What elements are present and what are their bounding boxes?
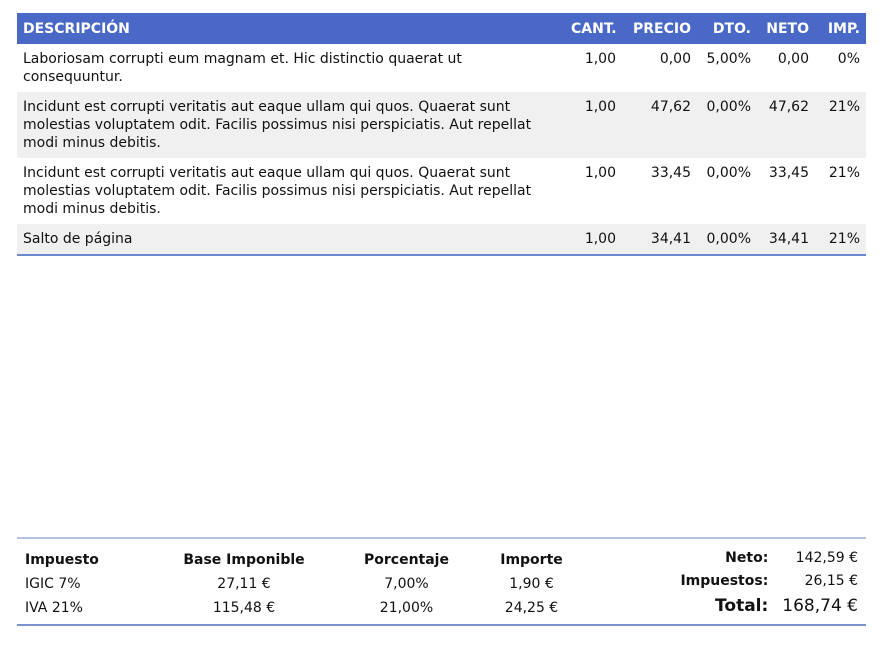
tax-table: Impuesto Base Imponible Porcentaje Importe … (19, 548, 579, 620)
line-cell: 1,00 (565, 92, 622, 158)
line-description: Salto de página (17, 224, 565, 255)
total-value: 26,15 € (804, 572, 858, 589)
total-value: 168,74 € (782, 595, 858, 616)
total-label: Total: (715, 595, 769, 616)
tax-column-header: Porcentaje (364, 552, 449, 568)
line-description: Incidunt est corrupti veritatis aut eaqu… (17, 92, 565, 158)
line-row: Laboriosam corrupti eum magnam et. Hic d… (17, 44, 866, 92)
line-row: Salto de página 1,00 34,41 0,00% 34,41 21% (17, 224, 866, 255)
line-cell: 33,45 (650, 165, 691, 181)
tax-column-header: Impuesto (25, 552, 99, 568)
tax-cell: 1,90 € (509, 576, 554, 592)
totals-table: Neto: 142,59 € Impuestos: 26,15 € Total: 168,… (680, 546, 858, 619)
line-description: Incidunt est corrupti veritatis aut eaqu… (23, 165, 532, 217)
total-row: Neto: 142,59 € (680, 546, 858, 569)
line-cell: 33,45 (768, 165, 809, 181)
line-cell: 34,41 (622, 224, 697, 255)
line-cell: 34,41 (757, 224, 815, 255)
column-header: DTO. (697, 13, 757, 44)
line-cell: 0,00% (697, 92, 757, 158)
tax-cell: 21,00% (379, 600, 434, 616)
line-cell: 0,00 (659, 51, 691, 67)
table-header: DESCRIPCIÓN CANT. PRECIO DTO. NETO IMP. (17, 13, 866, 44)
column-header: NETO (757, 13, 815, 44)
total-row: Impuestos: 26,15 € (680, 569, 858, 592)
line-cell: 21% (828, 165, 860, 181)
column-header: PRECIO (622, 13, 697, 44)
tax-column-header: Importe (500, 552, 563, 568)
line-cell: 21% (815, 224, 866, 255)
column-header: IMP. (815, 13, 866, 44)
line-cell: 0,00 (777, 51, 809, 67)
line-row: Incidunt est corrupti veritatis aut eaqu… (17, 158, 866, 224)
tax-cell: IGIC 7% (25, 576, 81, 592)
total-row: Total: 168,74 € (680, 592, 858, 619)
tax-cell: 27,11 € (217, 576, 271, 592)
invoice-lines-table: DESCRIPCIÓN CANT. PRECIO DTO. NETO IMP. Labor… (17, 13, 866, 256)
line-row: Incidunt est corrupti veritatis aut eaqu… (17, 92, 866, 158)
column-header: CANT. (565, 13, 622, 44)
line-cell: 0,00% (706, 165, 751, 181)
tax-header: Impuesto Base Imponible Porcentaje Importe (19, 548, 579, 572)
line-cell: 1,00 (584, 165, 616, 181)
line-cell: 0,00% (697, 224, 757, 255)
line-cell: 5,00% (706, 51, 751, 67)
tax-cell: IVA 21% (25, 600, 83, 616)
summary-section: Impuesto Base Imponible Porcentaje Importe … (17, 537, 866, 626)
total-value: 142,59 € (795, 549, 858, 566)
line-cell: 1,00 (565, 224, 622, 255)
line-cell: 47,62 (757, 92, 815, 158)
tax-row: IGIC 7% 27,11 € 7,00% 1,90 € (19, 572, 579, 596)
total-label: Impuestos: (680, 572, 769, 589)
tax-cell: 24,25 € (504, 600, 559, 616)
line-description: Laboriosam corrupti eum magnam et. Hic d… (23, 51, 462, 85)
tax-column-header: Base Imponible (183, 552, 305, 568)
line-cell: 0% (837, 51, 860, 67)
tax-cell: 115,48 € (212, 600, 276, 616)
line-cell: 21% (815, 92, 866, 158)
tax-row: IVA 21% 115,48 € 21,00% 24,25 € (19, 596, 579, 620)
line-cell: 1,00 (584, 51, 616, 67)
line-cell: 47,62 (622, 92, 697, 158)
column-header: DESCRIPCIÓN (17, 13, 565, 44)
tax-cell: 7,00% (384, 576, 429, 592)
total-label: Neto: (725, 549, 769, 566)
